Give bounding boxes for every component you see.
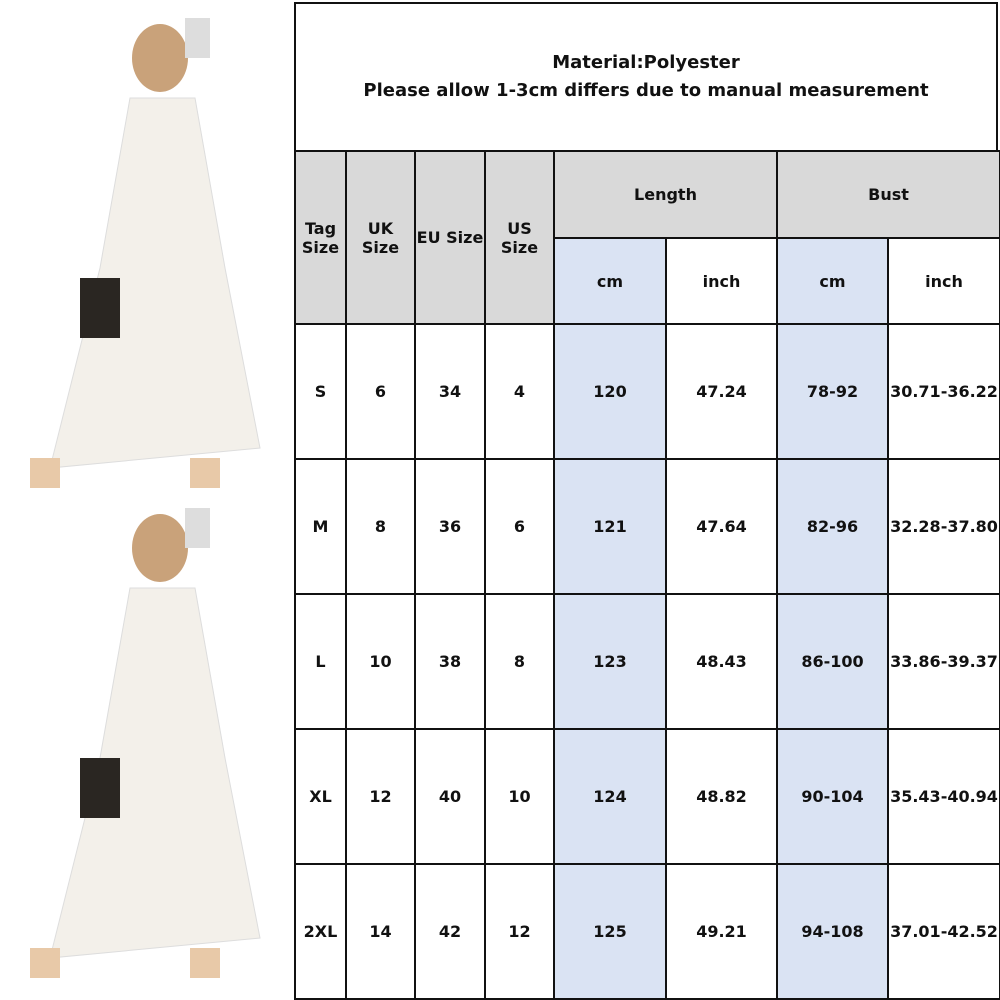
- table-row: L 10 38 8 123 48.43 86-100 33.86-39.37: [294, 593, 1000, 730]
- size-table: Tag Size UK Size EU Size US Size Length …: [294, 150, 1000, 1000]
- table-cell: 94-108: [776, 863, 889, 1000]
- table-cell: 32.28-37.80: [886, 458, 1000, 595]
- table-row: XL 12 40 10 124 48.82 90-104 35.43-40.94: [294, 728, 1000, 865]
- table-cell: 47.64: [665, 458, 778, 595]
- table-cell: L: [294, 593, 347, 730]
- table-cell: 30.71-36.22: [886, 323, 1000, 460]
- material-text: Material:Polyester: [552, 52, 740, 73]
- table-cell: 120: [553, 323, 667, 460]
- table-row: S 6 34 4 120 47.24 78-92 30.71-36.22: [294, 323, 1000, 460]
- col-uk-size: UK Size: [345, 150, 416, 325]
- table-cell: 37.01-42.52: [886, 863, 1000, 1000]
- model-photo-2: [30, 508, 261, 978]
- table-cell: 78-92: [776, 323, 889, 460]
- table-cell: 86-100: [776, 593, 889, 730]
- table-cell: 10: [484, 728, 555, 865]
- table-cell: 42: [414, 863, 486, 1000]
- col-us-size: US Size: [484, 150, 555, 325]
- unit-bust-inch: inch: [886, 237, 1000, 325]
- table-cell: 10: [345, 593, 416, 730]
- table-cell: 48.82: [665, 728, 778, 865]
- table-cell: 124: [553, 728, 667, 865]
- table-cell: 34: [414, 323, 486, 460]
- table-row: 2XL 14 42 12 125 49.21 94-108 37.01-42.52: [294, 863, 1000, 1000]
- unit-length-cm: cm: [553, 237, 667, 325]
- table-cell: 12: [484, 863, 555, 1000]
- table-row: M 8 36 6 121 47.64 82-96 32.28-37.80: [294, 458, 1000, 595]
- unit-bust-cm: cm: [776, 237, 889, 325]
- measurement-note: Please allow 1-3cm differs due to manual…: [363, 80, 929, 101]
- group-bust: Bust: [775, 150, 1000, 239]
- table-cell: 40: [414, 728, 486, 865]
- col-eu-size: EU Size: [414, 150, 486, 325]
- chart-header: Material:Polyester Please allow 1-3cm di…: [294, 2, 998, 152]
- table-cell: 123: [553, 593, 667, 730]
- table-cell: 2XL: [294, 863, 347, 1000]
- table-cell: 8: [345, 458, 416, 595]
- model-photo-1: [30, 18, 261, 488]
- table-cell: 35.43-40.94: [886, 728, 1000, 865]
- table-cell: 47.24: [665, 323, 778, 460]
- table-cell: 82-96: [776, 458, 889, 595]
- table-cell: 4: [484, 323, 555, 460]
- table-cell: 90-104: [776, 728, 889, 865]
- table-cell: 8: [484, 593, 555, 730]
- table-cell: 36: [414, 458, 486, 595]
- table-cell: XL: [294, 728, 347, 865]
- table-cell: 33.86-39.37: [886, 593, 1000, 730]
- table-cell: 49.21: [665, 863, 778, 1000]
- table-cell: 121: [553, 458, 667, 595]
- group-length: Length: [553, 150, 778, 239]
- table-cell: 48.43: [665, 593, 778, 730]
- table-cell: 14: [345, 863, 416, 1000]
- col-tag-size: Tag Size: [294, 150, 347, 325]
- table-cell: 6: [484, 458, 555, 595]
- unit-length-inch: inch: [665, 237, 778, 325]
- table-cell: 125: [553, 863, 667, 1000]
- table-cell: 38: [414, 593, 486, 730]
- table-cell: M: [294, 458, 347, 595]
- table-cell: 6: [345, 323, 416, 460]
- table-cell: 12: [345, 728, 416, 865]
- product-photos: [0, 0, 294, 1000]
- table-cell: S: [294, 323, 347, 460]
